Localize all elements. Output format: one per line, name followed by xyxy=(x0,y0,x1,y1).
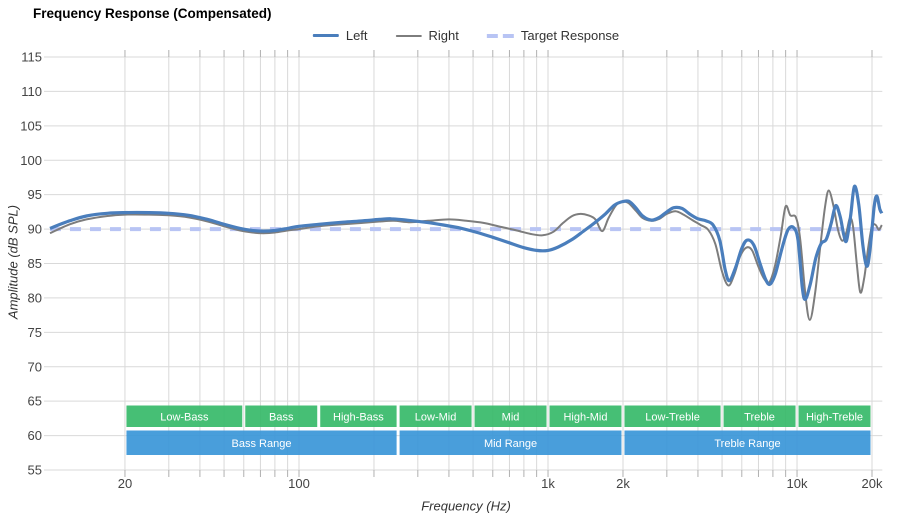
band-label: Mid Range xyxy=(484,438,537,450)
y-tick-label: 80 xyxy=(28,290,42,305)
y-tick-label: 105 xyxy=(20,118,42,133)
freq-band-main xyxy=(126,430,397,455)
freq-band-sub xyxy=(474,405,547,427)
freq-band-sub xyxy=(549,405,622,427)
legend-label-right: Right xyxy=(428,28,459,43)
band-label: Low-Treble xyxy=(645,411,700,423)
band-label: Bass xyxy=(269,411,294,423)
left-line-swatch xyxy=(312,33,339,38)
freq-band-sub xyxy=(245,405,318,427)
x-tick-label: 2k xyxy=(616,476,630,491)
band-label: Mid xyxy=(502,411,520,423)
freq-band-sub xyxy=(798,405,871,427)
y-tick-label: 75 xyxy=(28,325,42,340)
legend-label-target: Target Response xyxy=(520,28,620,43)
band-label: Treble Range xyxy=(714,438,780,450)
y-tick-label: 115 xyxy=(21,50,42,65)
x-axis-title: Frequency (Hz) xyxy=(421,498,511,514)
band-label: High-Treble xyxy=(806,411,863,423)
y-tick-label: 95 xyxy=(28,187,42,202)
target-line-swatch xyxy=(486,33,514,38)
freq-band-sub xyxy=(624,405,721,427)
freq-band-sub xyxy=(126,405,243,427)
legend-item-left[interactable]: Left xyxy=(312,28,368,43)
band-label: High-Bass xyxy=(333,411,384,423)
y-axis-title: Amplitude (dB SPL) xyxy=(5,204,21,320)
freq-band-sub xyxy=(320,405,397,427)
band-label: Low-Bass xyxy=(160,411,209,423)
y-tick-label: 100 xyxy=(20,153,42,168)
y-tick-label: 55 xyxy=(28,463,42,478)
legend-label-left: Left xyxy=(345,28,368,43)
right-line-swatch xyxy=(395,34,422,37)
y-tick-label: 90 xyxy=(28,222,42,237)
freq-band-sub xyxy=(399,405,472,427)
y-tick-label: 110 xyxy=(21,84,42,99)
legend-item-target[interactable]: Target Response xyxy=(486,28,620,43)
x-tick-label: 20 xyxy=(118,476,132,491)
x-tick-label: 100 xyxy=(288,476,310,491)
legend-item-right[interactable]: Right xyxy=(395,28,459,43)
freq-band-sub xyxy=(723,405,796,427)
band-label: High-Mid xyxy=(563,411,607,423)
x-tick-label: 10k xyxy=(787,476,808,491)
y-tick-label: 60 xyxy=(28,428,42,443)
freq-band-main xyxy=(624,430,871,455)
band-label: Bass Range xyxy=(232,438,292,450)
legend: Left Right Target Response xyxy=(312,28,620,43)
left-curve xyxy=(49,184,884,301)
y-tick-label: 85 xyxy=(28,256,42,271)
band-label: Treble xyxy=(744,411,775,423)
freq-band-main xyxy=(399,430,622,455)
chart-title: Frequency Response (Compensated) xyxy=(33,6,272,21)
x-tick-label: 20k xyxy=(862,476,883,491)
band-label: Low-Mid xyxy=(415,411,457,423)
y-tick-label: 70 xyxy=(28,359,42,374)
y-tick-label: 65 xyxy=(28,394,42,409)
x-tick-label: 1k xyxy=(541,476,555,491)
